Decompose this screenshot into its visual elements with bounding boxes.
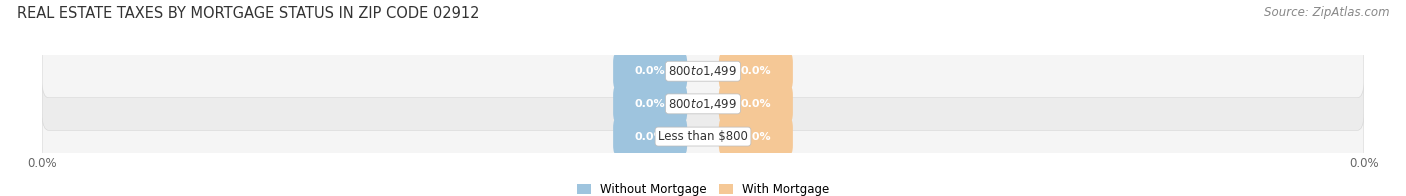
FancyBboxPatch shape (613, 118, 688, 155)
FancyBboxPatch shape (42, 77, 1364, 130)
Text: 0.0%: 0.0% (636, 132, 665, 142)
FancyBboxPatch shape (42, 110, 1364, 163)
FancyBboxPatch shape (718, 118, 793, 155)
Text: 0.0%: 0.0% (741, 99, 770, 109)
Text: 0.0%: 0.0% (741, 132, 770, 142)
FancyBboxPatch shape (613, 53, 688, 90)
Text: 0.0%: 0.0% (636, 66, 665, 76)
Text: $800 to $1,499: $800 to $1,499 (668, 97, 738, 111)
Text: Source: ZipAtlas.com: Source: ZipAtlas.com (1264, 6, 1389, 19)
FancyBboxPatch shape (613, 85, 688, 122)
Text: 0.0%: 0.0% (636, 99, 665, 109)
Text: $800 to $1,499: $800 to $1,499 (668, 64, 738, 78)
FancyBboxPatch shape (718, 85, 793, 122)
Text: Less than $800: Less than $800 (658, 130, 748, 143)
Text: REAL ESTATE TAXES BY MORTGAGE STATUS IN ZIP CODE 02912: REAL ESTATE TAXES BY MORTGAGE STATUS IN … (17, 6, 479, 21)
Text: 0.0%: 0.0% (741, 66, 770, 76)
Legend: Without Mortgage, With Mortgage: Without Mortgage, With Mortgage (572, 178, 834, 196)
FancyBboxPatch shape (42, 45, 1364, 98)
FancyBboxPatch shape (718, 53, 793, 90)
